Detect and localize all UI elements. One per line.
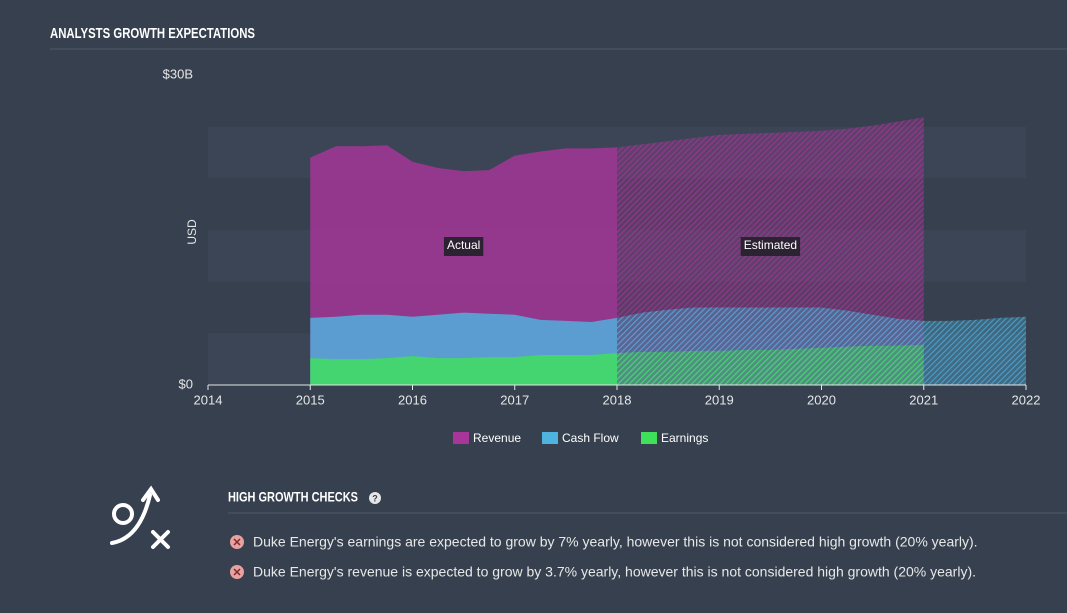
x-tick-label: 2020 (807, 392, 836, 407)
annotation-box (740, 237, 801, 256)
x-tick-label: 2021 (909, 392, 938, 407)
help-icon[interactable] (369, 492, 381, 504)
area-series (310, 344, 924, 385)
legend-swatch (453, 432, 469, 444)
help-icon-glyph: ? (372, 493, 378, 503)
y-tick-label: $30B (163, 66, 193, 81)
annotation: Actual (447, 238, 480, 252)
check-text: Duke Energy's revenue is expected to gro… (253, 564, 976, 580)
fail-icon-cross (233, 568, 241, 576)
x-tick-label: 2022 (1012, 392, 1041, 407)
check-text: Duke Energy's earnings are expected to g… (253, 534, 978, 550)
x-tick-label: 2018 (603, 392, 632, 407)
legend-swatch (641, 432, 657, 444)
annotation: Estimated (744, 238, 797, 252)
y-tick-label: $0 (179, 376, 193, 391)
x-tick-label: 2017 (500, 392, 529, 407)
section-title: ANALYSTS GROWTH EXPECTATIONS (50, 25, 255, 42)
growth-icon (110, 485, 170, 549)
checks-title: HIGH GROWTH CHECKS (228, 489, 358, 505)
legend-swatch (542, 432, 558, 444)
annotation-box (443, 237, 484, 256)
x-tick-label: 2015 (296, 392, 325, 407)
legend-label: Cash Flow (562, 431, 619, 445)
x-tick-label: 2019 (705, 392, 734, 407)
legend-label: Revenue (473, 431, 521, 445)
x-tick-label: 2016 (398, 392, 427, 407)
fail-icon-cross (233, 538, 241, 546)
y-axis-label: USD (185, 219, 199, 245)
checks-list: Duke Energy's earnings are expected to g… (230, 534, 978, 580)
chart: $0 $30B USD 2014 2015 2016 2017 2018 2019 2020 202… (163, 66, 1041, 445)
x-tick-label: 2014 (194, 392, 223, 407)
legend-label: Earnings (661, 431, 708, 445)
